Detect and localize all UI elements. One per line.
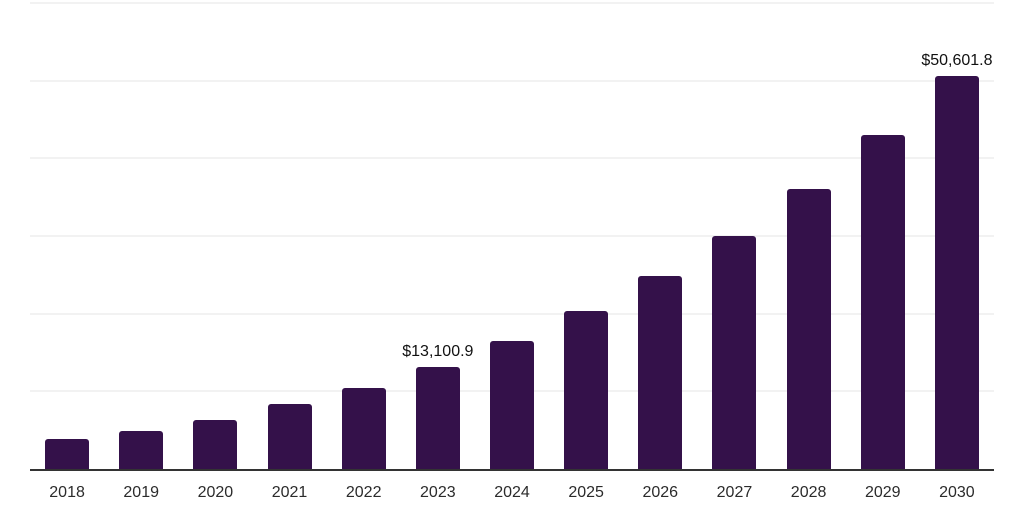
x-tick-label-2030: 2030	[939, 484, 975, 501]
bar-2028	[786, 188, 831, 469]
bar-2021	[267, 404, 312, 469]
x-tick-label-2028: 2028	[790, 484, 827, 501]
gridline-60000	[30, 2, 994, 4]
gridline-50000	[30, 79, 994, 82]
x-tick-label-2026: 2026	[642, 484, 679, 501]
bar-2024	[490, 341, 534, 469]
bar-2023	[415, 367, 460, 469]
x-tick-label-2025: 2025	[568, 484, 604, 501]
x-tick-label-2027: 2027	[716, 484, 753, 501]
bar-2027	[712, 235, 757, 469]
value-label-2030: $50,601.8	[921, 51, 993, 69]
value-label-2023: $13,100.9	[402, 343, 474, 361]
bar-2030	[934, 75, 979, 469]
bar-2026	[638, 276, 683, 469]
gridline-20000	[30, 312, 994, 315]
bar-2018	[45, 439, 90, 469]
x-tick-label-2018: 2018	[49, 484, 85, 501]
x-tick-label-2019: 2019	[123, 484, 159, 501]
x-tick-label-2021: 2021	[271, 484, 308, 501]
x-tick-label-2024: 2024	[494, 484, 530, 501]
bar-2019	[119, 431, 164, 469]
gridline-40000	[30, 157, 994, 160]
x-tick-label-2022: 2022	[345, 484, 382, 501]
x-tick-label-2020: 2020	[197, 484, 234, 501]
bar-2020	[193, 420, 238, 469]
x-tick-label-2023: 2023	[420, 484, 456, 501]
x-axis-line	[30, 469, 994, 471]
bar-2025	[564, 311, 609, 469]
bar-2029	[860, 134, 905, 469]
x-tick-label-2029: 2029	[864, 484, 901, 501]
gridline-30000	[30, 235, 994, 237]
bar-2022	[341, 388, 386, 469]
